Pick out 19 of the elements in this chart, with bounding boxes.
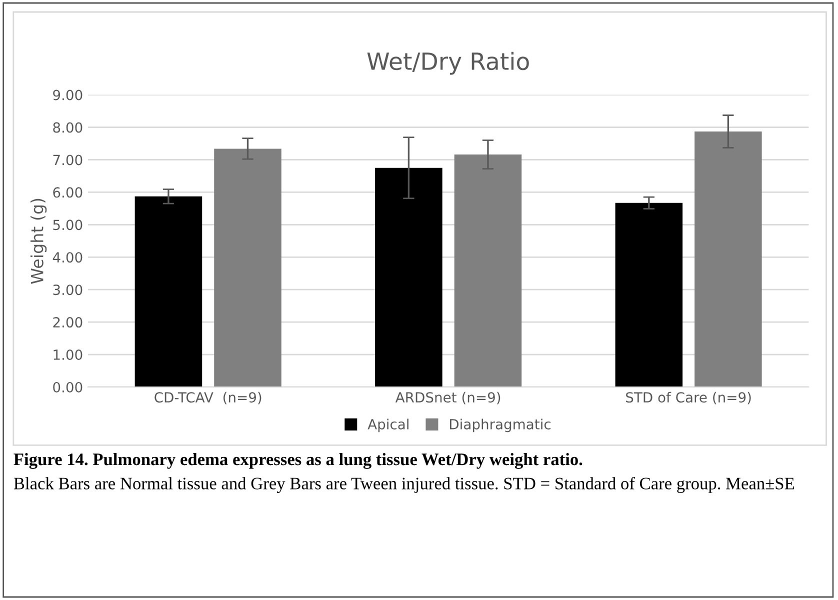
y-tick-label: 8.00 [53,122,82,133]
x-tick-label: ARDSnet (n=9) [395,392,500,404]
chart-title: Wet/Dry Ratio [367,52,529,75]
y-tick-label: 7.00 [53,154,82,166]
y-tick-label: 2.00 [53,317,82,328]
y-tick-label: 4.00 [52,252,82,263]
y-axis-title: Weight (g) [30,198,47,284]
text: Black Bars are Normal tissue and Grey Bars are Tween injured tissue. STD = Standard of Care group. Mean±SE [14,477,794,493]
y-tick-label: 6.00 [53,187,82,198]
y-tick-label: 1.00 [54,350,82,360]
y-tick-label: 9.00 [53,90,82,100]
legend-label: Apical [368,418,408,432]
y-tick-label: 0.00 [53,382,82,392]
x-tick-label: CD-TCAV (n=9) [154,392,262,404]
y-tick-label: 5.00 [53,220,82,230]
legend-label: Diaphragmatic [450,418,550,432]
caption: Figure 14. Pulmonary edema expresses as a lung tissue Wet/Dry weight ratio. [14,453,582,469]
y-tick-label: 3.00 [53,284,82,296]
x-tick-label: STD of Care (n=9) [626,392,751,404]
